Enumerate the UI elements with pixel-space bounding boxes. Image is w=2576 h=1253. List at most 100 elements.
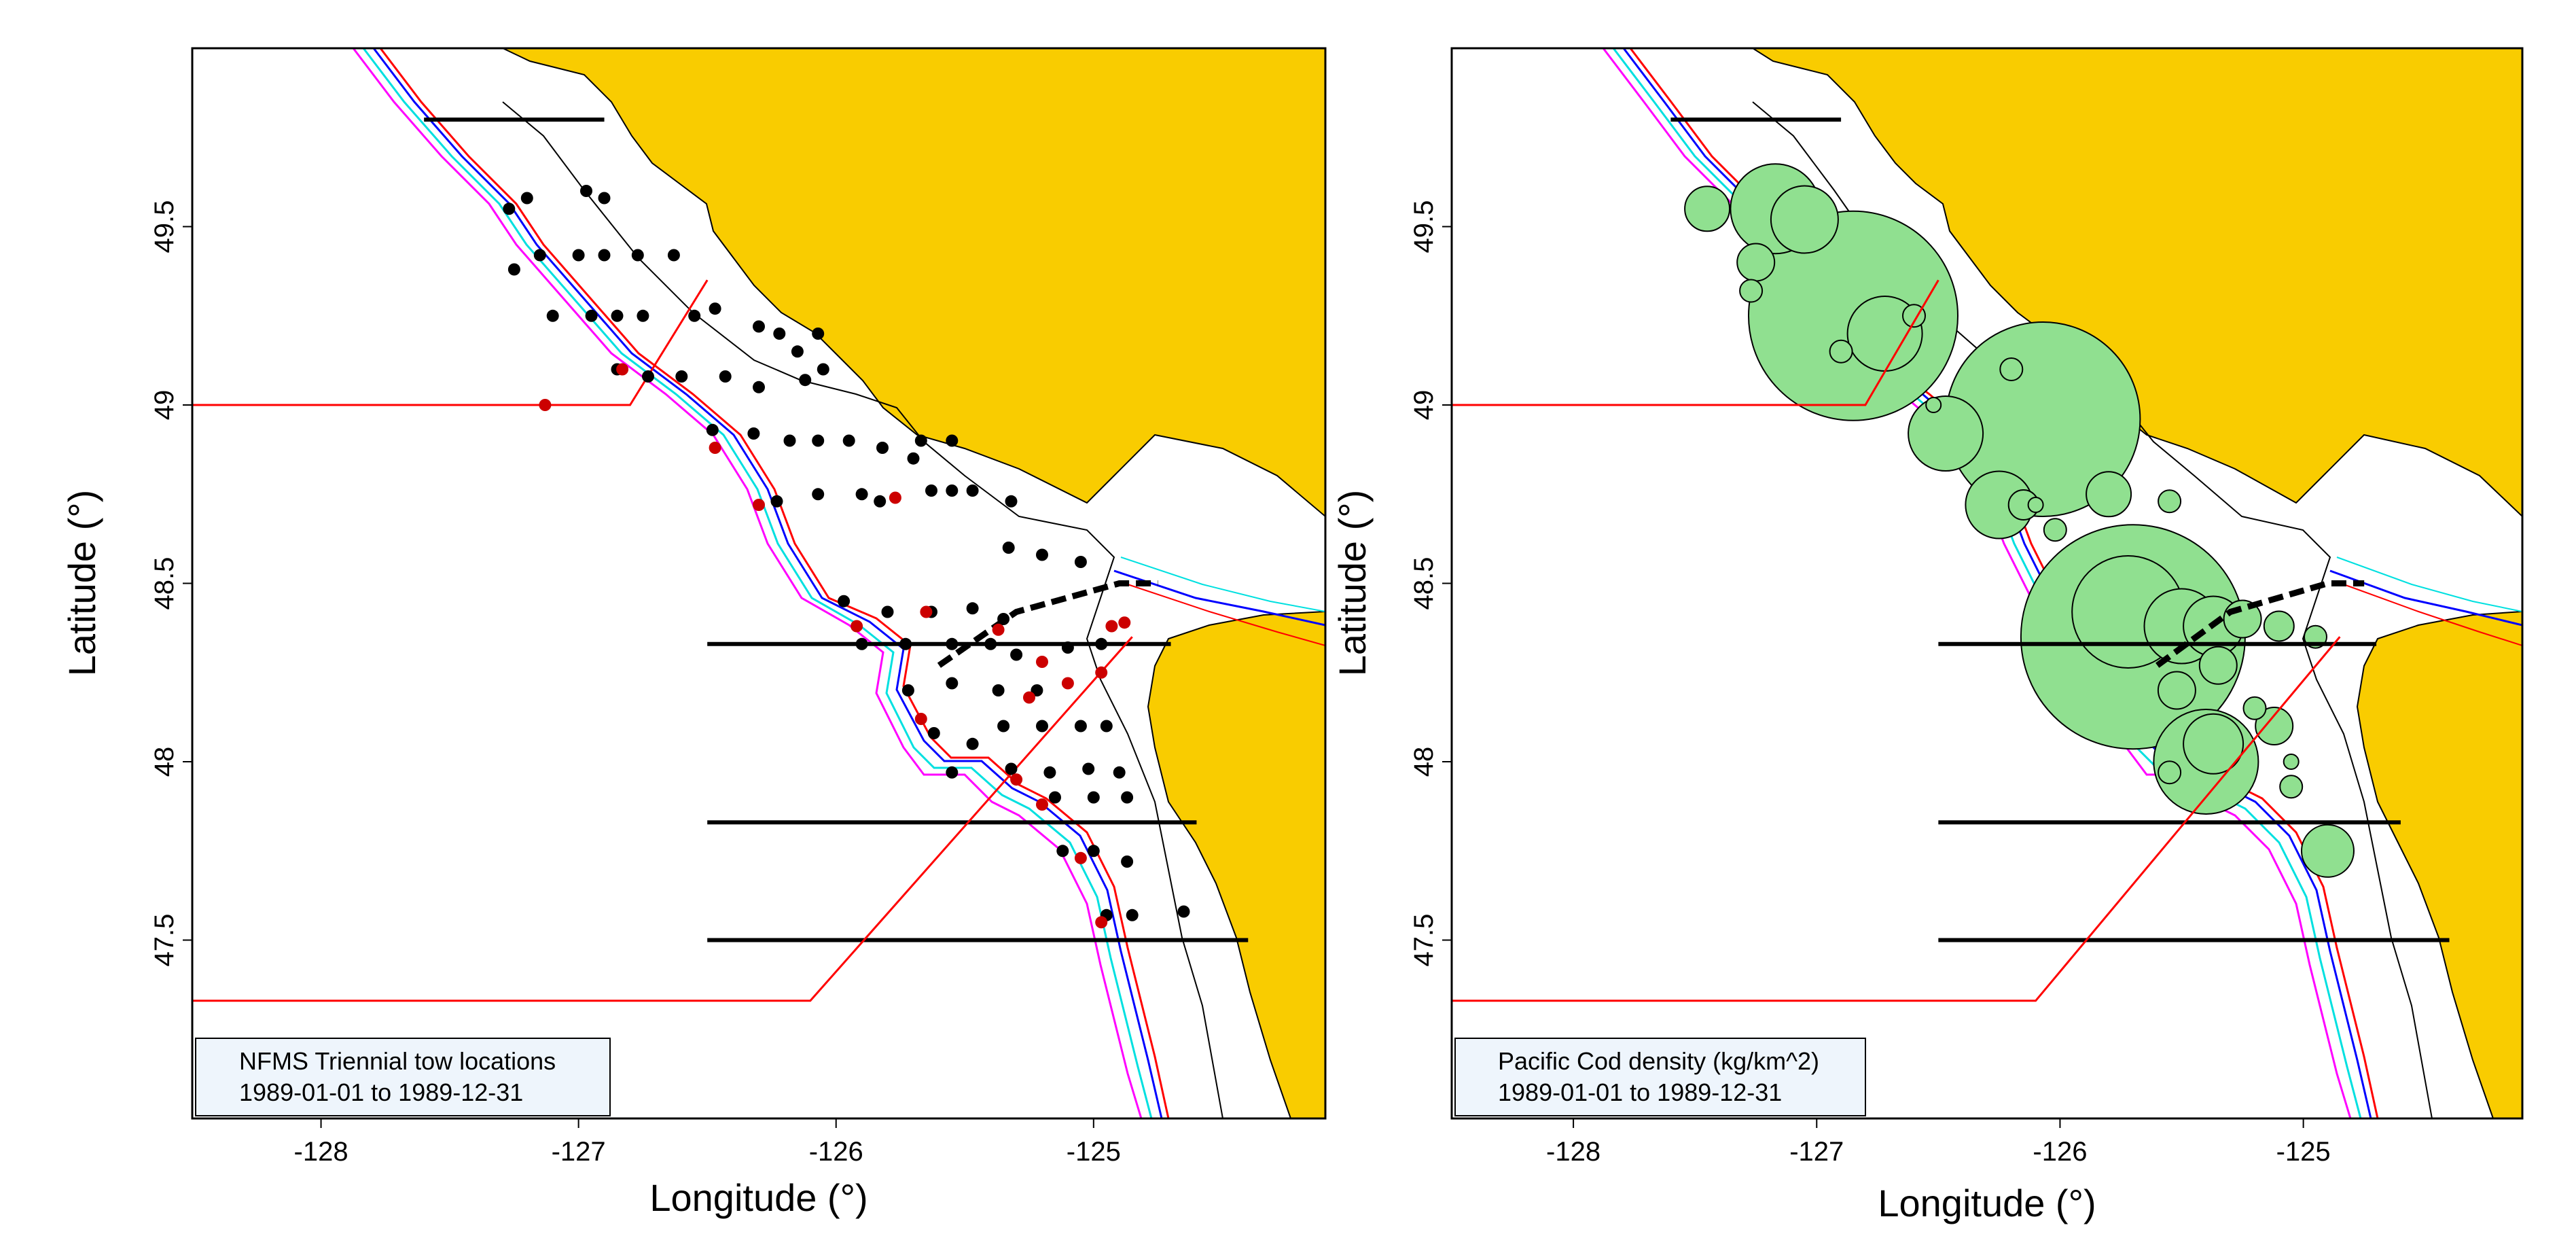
contour-magenta <box>352 48 1143 1118</box>
density-bubble <box>2043 518 2067 542</box>
tow-point <box>966 602 979 615</box>
right-overlay-lines <box>1452 118 2450 1002</box>
tow-point <box>1005 495 1018 508</box>
tow-point <box>1010 648 1023 661</box>
legend-line-2: 1989-01-01 to 1989-12-31 <box>1498 1078 1782 1106</box>
tow-point-red <box>1061 677 1074 690</box>
x-tick-label: -126 <box>2033 1137 2087 1167</box>
x-tick-label: -128 <box>294 1137 348 1167</box>
tow-point <box>881 605 894 618</box>
tow-point <box>899 637 912 650</box>
density-bubble <box>1736 243 1776 282</box>
tow-point <box>992 684 1005 696</box>
legend-line-1: NFMS Triennial tow locations <box>239 1047 556 1075</box>
tow-point <box>709 302 721 315</box>
y-tick-label: 47.5 <box>1409 914 1439 967</box>
tow-point <box>1121 855 1134 868</box>
tow-point <box>1095 637 1108 650</box>
tow-point <box>1074 720 1087 733</box>
tow-point <box>783 434 796 447</box>
tow-locations-map: -128 -127 -126 -125 47.5 48 48.5 49 49.5 NFMS Tr… <box>60 47 1327 1219</box>
strait-contour-red <box>2343 584 2522 646</box>
tow-point-red <box>539 399 552 411</box>
density-bubble <box>2279 775 2304 799</box>
density-bubble <box>1684 186 1731 232</box>
tow-point <box>914 434 927 447</box>
tow-point <box>507 263 520 276</box>
tow-point <box>631 249 644 262</box>
tow-point <box>946 766 959 779</box>
tow-point <box>842 434 855 447</box>
density-bubble <box>2158 489 2182 514</box>
y-tick-label: 48 <box>1409 747 1439 777</box>
x-tick-label: -127 <box>552 1137 606 1167</box>
tow-point <box>1031 684 1043 696</box>
tow-point <box>946 484 959 497</box>
tow-point <box>642 370 654 383</box>
tow-point-red <box>1095 916 1108 929</box>
x-axis-label: Longitude (°) <box>1878 1182 2096 1224</box>
tow-point <box>773 328 786 340</box>
density-bubble <box>2158 760 2182 785</box>
x-tick-label: -126 <box>809 1137 863 1167</box>
tow-point-red <box>1074 851 1087 864</box>
tow-point <box>1087 845 1100 858</box>
y-tick-label: 49.5 <box>149 200 179 253</box>
tow-point <box>667 249 680 262</box>
y-tick-label: 48.5 <box>149 557 179 610</box>
legend-line-2: 1989-01-01 to 1989-12-31 <box>239 1078 523 1106</box>
tow-point <box>925 484 937 497</box>
right-axis-ticks: -128 -127 -126 -125 47.5 48 48.5 49 49.5 <box>1409 200 2331 1167</box>
tow-point <box>907 452 920 465</box>
tow-point <box>812 434 825 447</box>
tow-point-red <box>1036 798 1048 811</box>
dashed-boundary <box>2155 580 2365 668</box>
tow-point <box>1126 908 1139 921</box>
tow-point <box>546 309 559 322</box>
tow-point-red <box>851 620 863 633</box>
tow-point <box>1036 720 1048 733</box>
tow-point <box>817 363 829 376</box>
tow-point <box>855 637 868 650</box>
tow-point <box>533 249 546 262</box>
left-overlay-lines <box>192 118 1249 1002</box>
tow-point <box>1061 641 1074 654</box>
cod-density-bubbles <box>1684 163 2355 878</box>
tow-point <box>1121 791 1134 804</box>
y-tick-label: 49.5 <box>1409 200 1439 253</box>
tow-point <box>598 249 611 262</box>
red-boundary-north <box>1452 279 1939 406</box>
strait-contour-cyan <box>1120 557 1325 612</box>
tow-point <box>688 309 701 322</box>
tow-point <box>753 320 765 333</box>
tow-point <box>812 328 825 340</box>
density-bubble <box>2283 754 2300 770</box>
legend-box <box>1454 1038 1866 1116</box>
tow-point <box>611 309 624 322</box>
red-boundary-south <box>192 636 1133 1002</box>
tow-point <box>1056 845 1069 858</box>
tow-point <box>675 370 688 383</box>
strait-contour-red <box>1127 584 1325 646</box>
density-bubble <box>1770 185 1839 254</box>
tow-point <box>706 423 719 436</box>
legend-line-1: Pacific Cod density (kg/km^2) <box>1498 1047 1819 1075</box>
y-tick-label: 48.5 <box>1409 557 1439 610</box>
tow-point <box>855 488 868 501</box>
density-bubble <box>2255 707 2294 745</box>
tow-point <box>637 309 649 322</box>
tow-point <box>1177 905 1190 918</box>
density-bubble <box>1925 397 1942 413</box>
tow-point <box>1100 720 1113 733</box>
tow-point <box>580 185 592 197</box>
tow-point <box>520 192 533 205</box>
tow-point <box>1036 548 1048 561</box>
tow-point <box>1002 542 1015 554</box>
contour-red <box>379 48 1170 1118</box>
tow-point <box>946 677 959 690</box>
tow-point <box>598 192 611 205</box>
tow-point <box>747 427 760 440</box>
tow-point-red <box>889 491 901 504</box>
y-tick-label: 49 <box>1409 390 1439 421</box>
density-bubble <box>1908 395 1984 472</box>
